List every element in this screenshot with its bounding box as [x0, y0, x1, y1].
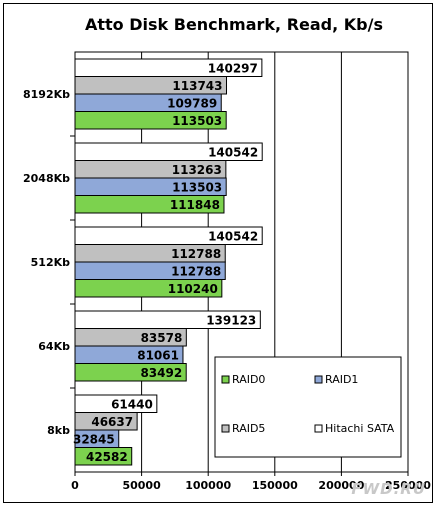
legend-label: RAID0 [232, 373, 265, 386]
bar-value-label: 32845 [73, 432, 115, 446]
legend-swatch [221, 375, 230, 384]
plot-area: 0 50000 100000 150000 200000 250000 8192Kb 1402… [23, 51, 431, 492]
bar-value-label: 139123 [206, 313, 256, 327]
bar-value-label: 83578 [141, 331, 183, 345]
chart-title: Atto Disk Benchmark, Read, Kb/s [85, 15, 383, 34]
bar-value-label: 112788 [171, 264, 221, 278]
bar-value-label: 81061 [137, 348, 179, 362]
x-tick-label: 150000 [252, 479, 298, 492]
chart-frame: Atto Disk Benchmark, Read, Kb/s 0 50000 10… [3, 3, 433, 503]
x-tick-label: 250000 [385, 479, 431, 492]
x-tick-label: 100000 [185, 479, 231, 492]
bar [74, 195, 225, 214]
x-tick-label: 50000 [122, 479, 161, 492]
legend-box [214, 356, 402, 458]
bar-value-label: 140542 [208, 229, 258, 243]
category-label: 8192Kb [23, 88, 70, 101]
legend-swatch [314, 375, 323, 384]
bar [74, 279, 223, 298]
watermark: FWD.RU [351, 480, 426, 498]
x-tick-label: 0 [71, 479, 79, 492]
category-label: 2048Kb [23, 172, 70, 185]
bar-value-label: 61440 [111, 397, 153, 411]
bar [74, 363, 187, 382]
category-label: 8kb [47, 424, 70, 437]
legend-label: RAID5 [232, 422, 265, 435]
bar-value-label: 112788 [171, 247, 221, 261]
bar-value-label: 140542 [208, 145, 258, 159]
legend-swatch [221, 424, 230, 433]
category-label: 64Kb [38, 340, 70, 353]
x-tick-label: 200000 [318, 479, 364, 492]
bar-value-label: 140297 [208, 61, 258, 75]
legend-label: Hitachi SATA [325, 422, 395, 435]
bar-value-label: 113503 [172, 180, 222, 194]
bar-value-label: 46637 [91, 415, 133, 429]
legend-swatch [314, 424, 323, 433]
legend-label: RAID1 [325, 373, 358, 386]
bar-chart: Atto Disk Benchmark, Read, Kb/s 0 50000 10… [23, 15, 431, 492]
category-label: 512Kb [31, 256, 70, 269]
bar-value-label: 110240 [168, 282, 218, 296]
bar [74, 111, 227, 130]
bar-value-label: 113263 [172, 163, 222, 177]
bar-value-label: 83492 [140, 366, 182, 380]
bar [74, 447, 133, 466]
bar-value-label: 113743 [172, 79, 222, 93]
bar-value-label: 113503 [172, 114, 222, 128]
bar-value-label: 109789 [167, 96, 217, 110]
bar-value-label: 42582 [86, 450, 128, 464]
bar-value-label: 111848 [170, 198, 220, 212]
